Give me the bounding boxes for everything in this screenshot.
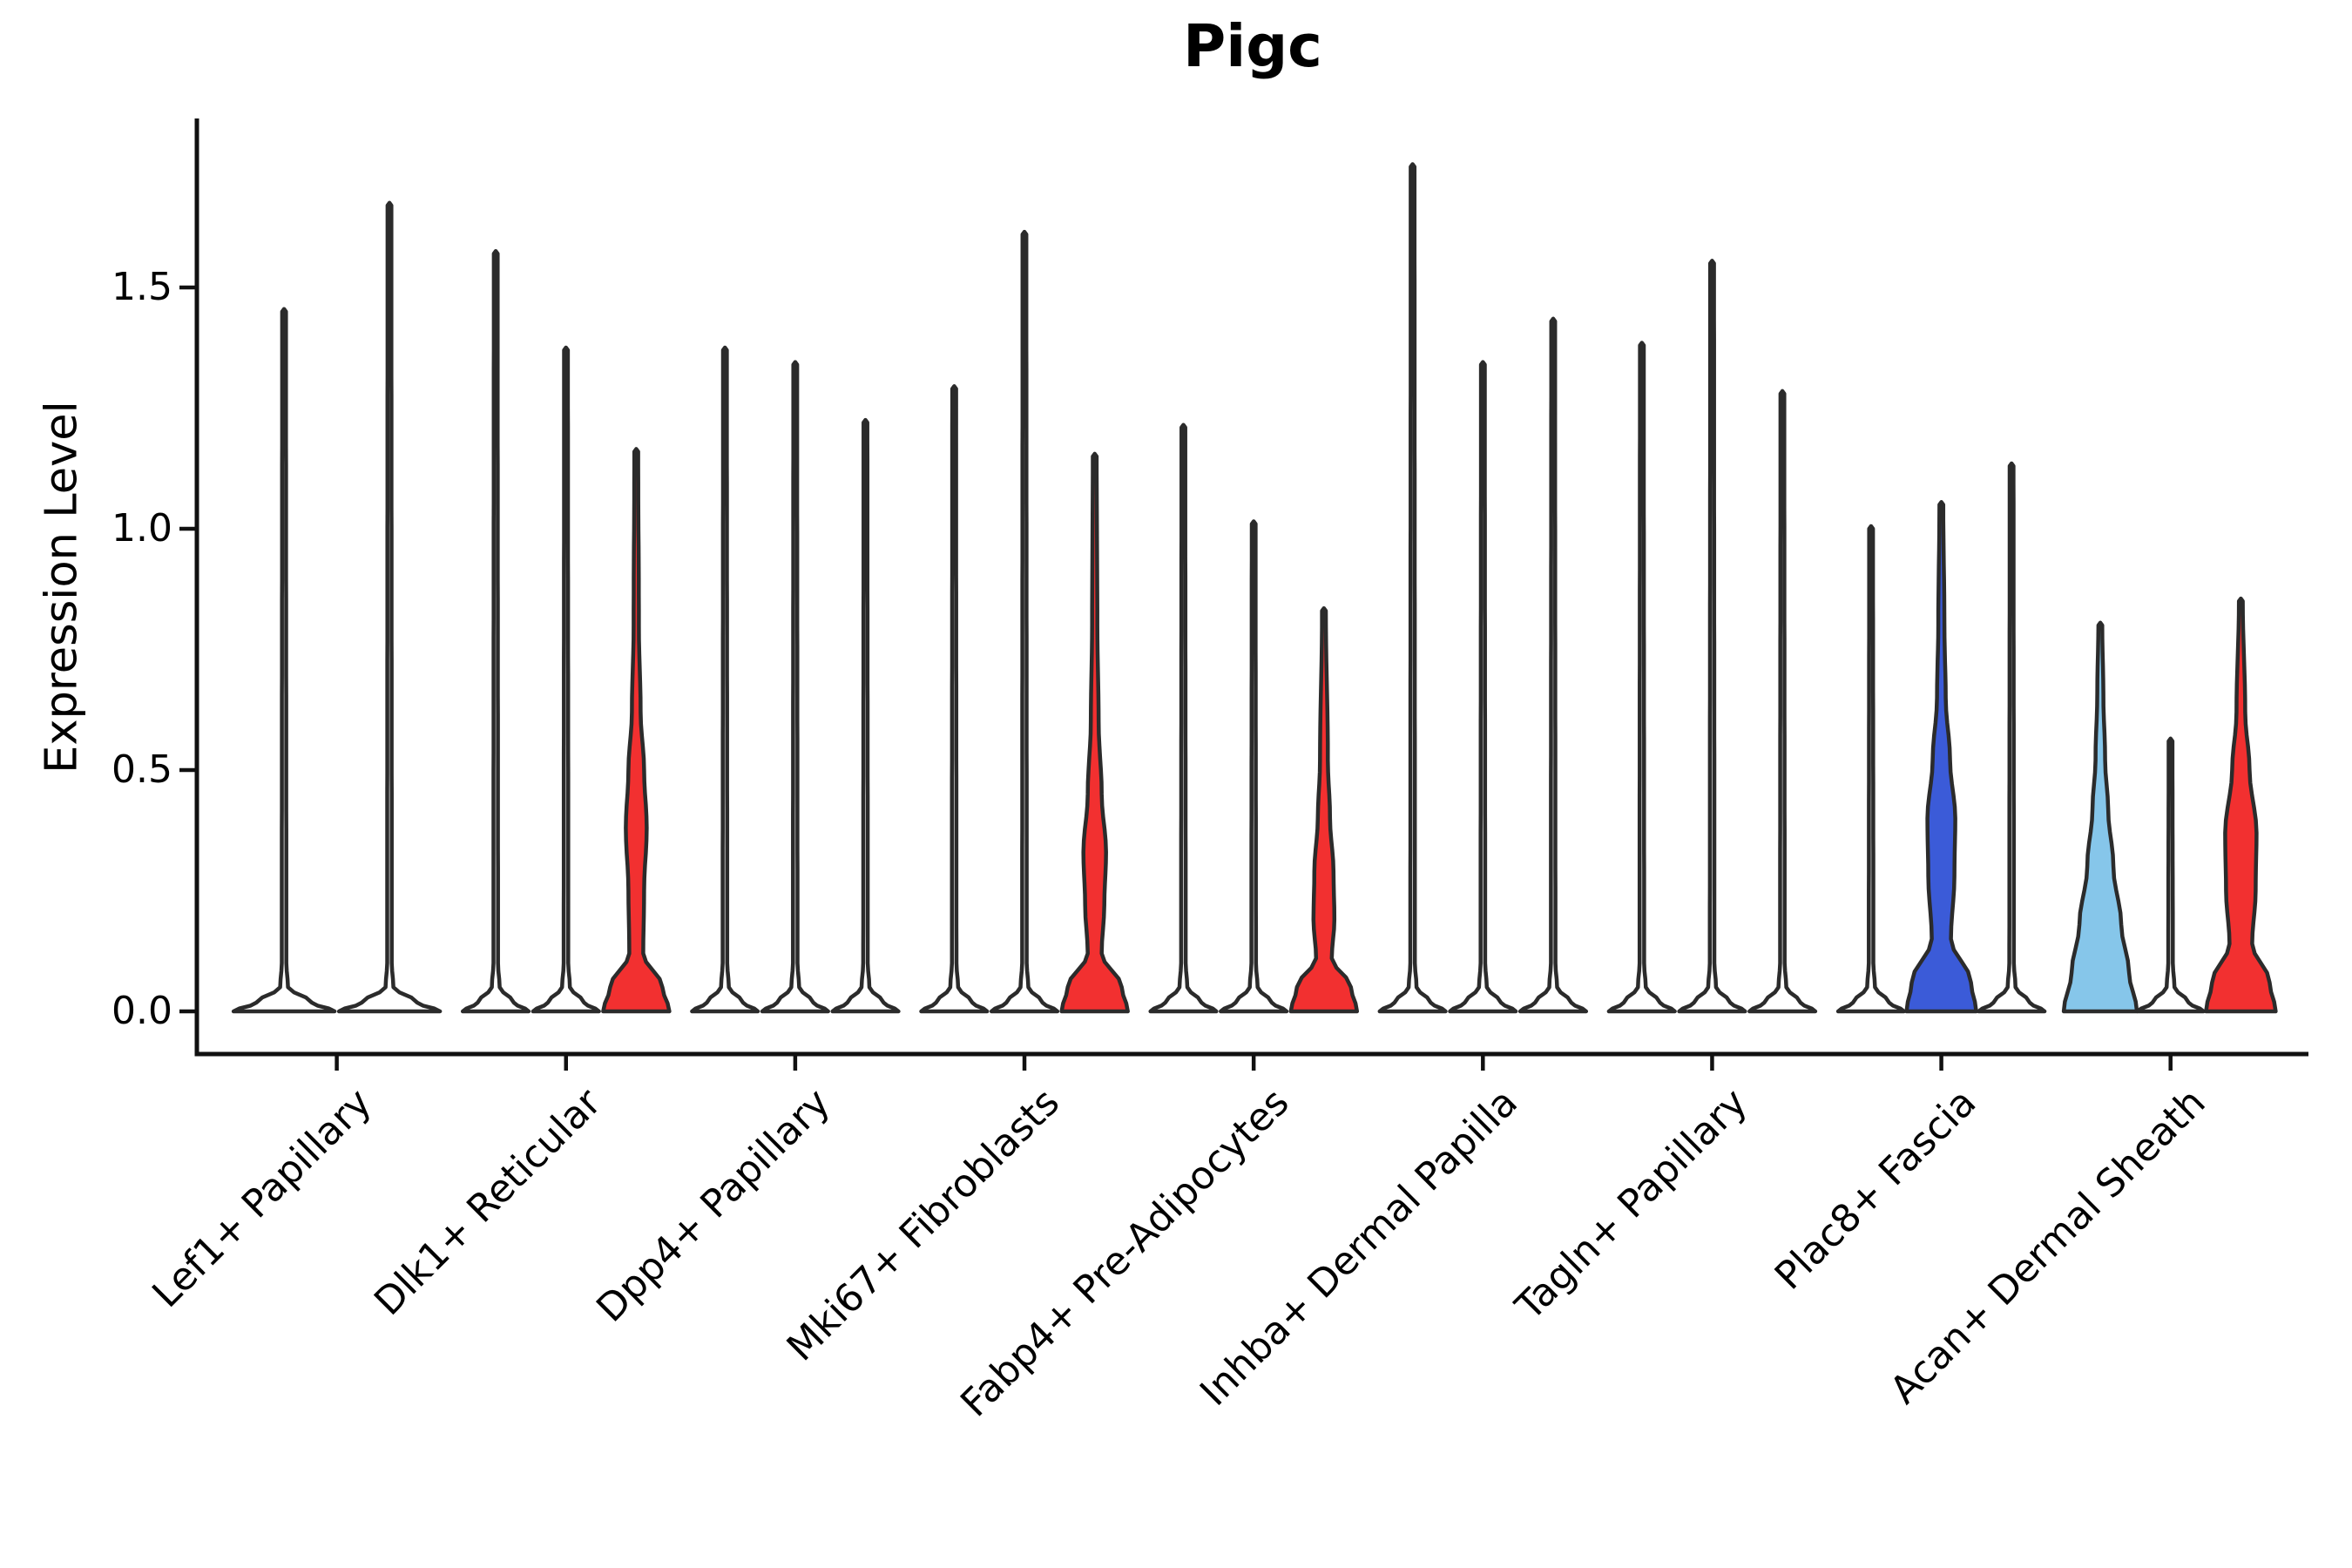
violin-dpp4-3	[830, 417, 901, 1014]
violin-fabp4-1	[1148, 422, 1219, 1014]
violin-lef1-1	[231, 307, 337, 1014]
violin-dpp4-1	[690, 345, 760, 1014]
violin-inhba-2	[1448, 360, 1518, 1014]
y-tick-label: 0.0	[112, 989, 172, 1033]
violin-tagln-1	[1606, 341, 1677, 1014]
violin-fabp4-3	[1288, 605, 1360, 1014]
violin-lef1-2	[336, 200, 443, 1014]
violin-mki67-3	[1059, 451, 1130, 1014]
violin-dlk1-1	[460, 248, 531, 1014]
violin-dpp4-2	[760, 360, 830, 1014]
violin-tagln-2	[1677, 259, 1747, 1014]
y-tick-label: 1.5	[112, 265, 172, 309]
violin-inhba-3	[1517, 316, 1589, 1014]
violin-acan-3	[2204, 596, 2278, 1014]
chart-title: Pigc	[1183, 12, 1322, 80]
violin-plac8-3	[1977, 461, 2047, 1014]
y-tick-label: 1.0	[112, 506, 172, 551]
violin-tagln-3	[1747, 389, 1818, 1014]
violin-inhba-1	[1377, 162, 1448, 1014]
violin-mki67-1	[919, 384, 990, 1014]
y-axis-label: Expression Level	[36, 401, 88, 774]
violin-acan-2	[2135, 736, 2206, 1014]
violin-mki67-2	[989, 229, 1060, 1014]
violin-dlk1-3	[601, 447, 672, 1014]
violin-dlk1-2	[531, 345, 601, 1014]
y-tick-label: 0.5	[112, 747, 172, 792]
violin-plac8-2	[1904, 500, 1978, 1014]
violin-fabp4-2	[1219, 519, 1289, 1014]
violin-plac8-1	[1835, 524, 1906, 1014]
violin-acan-1	[2061, 620, 2139, 1014]
